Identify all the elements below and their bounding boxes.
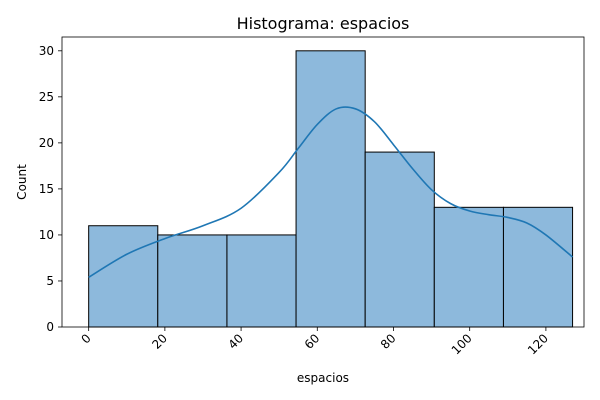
- histogram-bar: [295, 50, 366, 328]
- y-axis-label: Count: [15, 164, 29, 200]
- y-tick-label: 15: [39, 182, 54, 196]
- histogram-bar: [88, 225, 159, 328]
- y-tick-label: 0: [46, 320, 54, 334]
- kde-line: [88, 106, 574, 278]
- chart-title: Histograma: espacios: [237, 14, 410, 33]
- histogram-bar: [157, 234, 228, 328]
- x-tick-label: 40: [225, 331, 246, 352]
- y-tick-label: 30: [39, 44, 54, 58]
- histogram-bar: [433, 206, 504, 328]
- x-tick-label: 60: [302, 331, 323, 352]
- x-tick-label: 0: [78, 331, 93, 346]
- y-tick-label: 10: [39, 228, 54, 242]
- histogram-bar: [502, 206, 574, 328]
- x-tick-label: 80: [378, 331, 399, 352]
- plot-frame: [61, 36, 585, 328]
- histogram-bar: [226, 234, 297, 328]
- histogram-bar: [364, 151, 435, 328]
- x-tick-label: 20: [149, 331, 170, 352]
- x-axis-label: espacios: [297, 371, 349, 385]
- x-axis-ticks: 0 20 40 60 80 100 120: [78, 327, 551, 357]
- y-tick-label: 25: [39, 90, 54, 104]
- x-tick-label: 100: [449, 331, 475, 357]
- y-tick-label: 20: [39, 136, 54, 150]
- y-tick-label: 5: [46, 274, 54, 288]
- y-axis-ticks: 0 5 10 15 20 25 30: [39, 44, 62, 334]
- bars-group: [88, 50, 574, 328]
- x-tick-label: 120: [525, 331, 551, 357]
